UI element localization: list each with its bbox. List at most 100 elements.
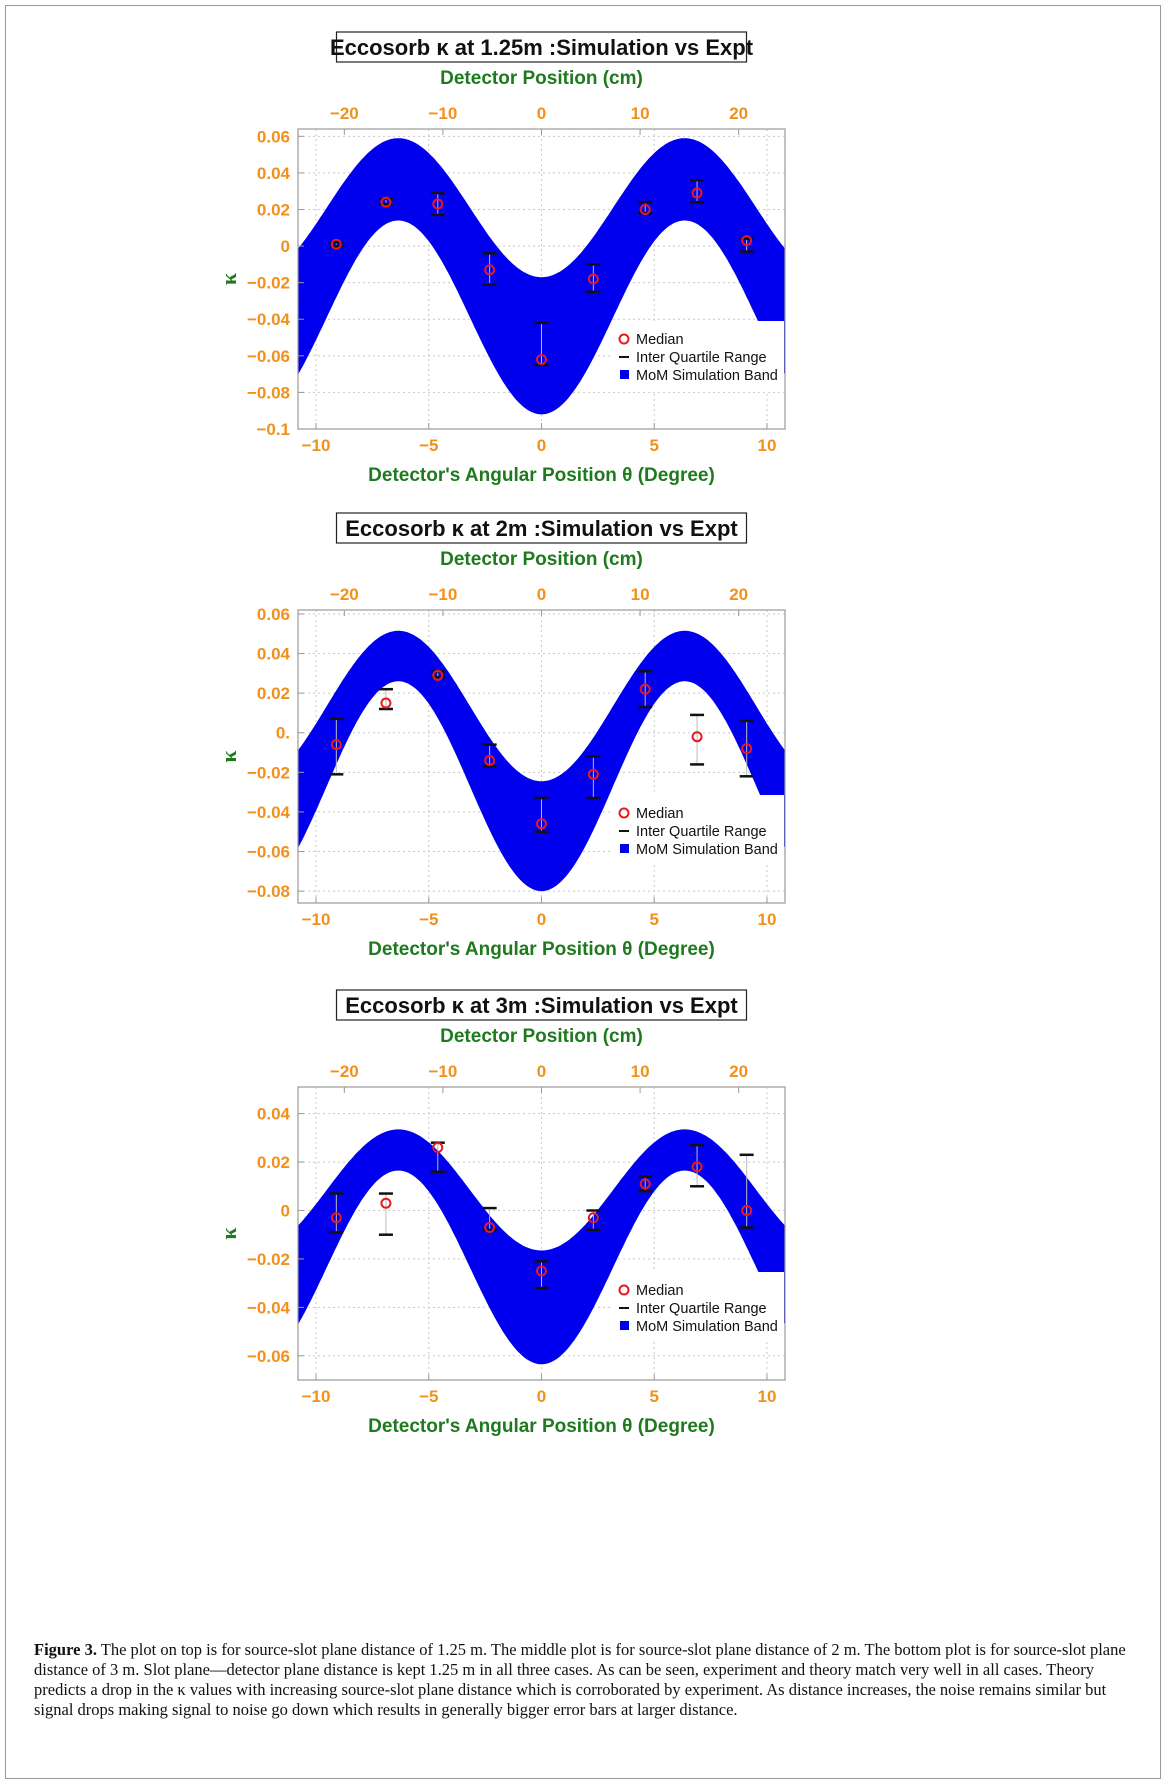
y-tick-label: −0.06 — [247, 1347, 290, 1366]
y-tick-label: 0 — [281, 1201, 290, 1220]
legend-iqr-label: Inter Quartile Range — [636, 824, 767, 840]
median-point — [691, 731, 703, 743]
x-tick-label: −10 — [302, 910, 331, 929]
chart-title-box — [335, 512, 748, 544]
median-point — [691, 1161, 703, 1173]
top-tick-label: 10 — [631, 104, 650, 123]
legend-box — [612, 795, 784, 865]
x-axis-label: Detector's Angular Position θ (Degree) — [368, 939, 715, 960]
x-tick-label: 0 — [537, 1387, 546, 1406]
y-tick-label: −0.02 — [247, 763, 290, 782]
y-axis-label: κ — [216, 272, 241, 285]
x-tick-label: 5 — [649, 1387, 658, 1406]
x-tick-label: 10 — [758, 910, 777, 929]
legend-median-marker — [618, 333, 630, 345]
median-point — [587, 273, 599, 285]
median-point — [484, 1221, 496, 1233]
legend-band-label: MoM Simulation Band — [636, 842, 778, 858]
y-tick-label: −0.02 — [247, 1250, 290, 1269]
legend-iqr-label: Inter Quartile Range — [636, 1301, 767, 1317]
median-point — [587, 1212, 599, 1224]
median-point — [741, 743, 753, 755]
top-tick-label: 0 — [537, 104, 546, 123]
chart-svg: Eccosorb κ at 3m :Simulation vs Expt Dete… — [216, 989, 786, 1437]
legend-median-label: Median — [636, 806, 684, 822]
y-tick-label: −0.04 — [247, 310, 291, 329]
legend-band-marker — [620, 1321, 629, 1330]
median-point — [484, 754, 496, 766]
x-tick-label: −5 — [419, 910, 438, 929]
figure-caption: Figure 3. The plot on top is for source-… — [34, 1640, 1134, 1720]
y-tick-label: −0.08 — [247, 383, 290, 402]
simulation-band — [298, 630, 785, 892]
x-tick-label: 0 — [537, 436, 546, 455]
x-tick-label: −5 — [419, 1387, 438, 1406]
top-tick-label: −20 — [330, 104, 359, 123]
chart-panel-bottom: Eccosorb κ at 3m :Simulation vs Expt Dete… — [0, 982, 1170, 1522]
chart-panel-middle: Eccosorb κ at 2m :Simulation vs Expt Dete… — [0, 505, 1170, 1045]
y-tick-label: 0 — [281, 237, 290, 256]
median-point — [484, 264, 496, 276]
median-point — [380, 196, 392, 208]
y-tick-label: 0.06 — [257, 127, 290, 146]
x-axis-label: Detector's Angular Position θ (Degree) — [368, 1416, 715, 1437]
top-tick-label: −10 — [428, 585, 457, 604]
chart-panel-top: Eccosorb κ at 1.25m :Simulation vs Expt D… — [0, 24, 1170, 564]
top-axis-label: Detector Position (cm) — [440, 549, 643, 570]
x-tick-label: −5 — [419, 436, 438, 455]
chart-svg: Eccosorb κ at 2m :Simulation vs Expt Dete… — [216, 512, 786, 960]
figure-frame — [5, 5, 1161, 1779]
median-point — [536, 1265, 547, 1277]
x-tick-label: 10 — [758, 1387, 777, 1406]
x-tick-label: −10 — [302, 436, 331, 455]
y-axis-label: κ — [216, 1227, 241, 1240]
median-point — [330, 1212, 342, 1224]
y-tick-label: −0.06 — [247, 843, 290, 862]
legend-band-label: MoM Simulation Band — [636, 1319, 778, 1335]
median-point — [536, 353, 547, 365]
y-tick-label: −0.08 — [247, 882, 290, 901]
chart-svg: Eccosorb κ at 1.25m :Simulation vs Expt D… — [216, 31, 786, 486]
simulation-band — [298, 138, 785, 415]
y-axis-label: κ — [216, 750, 241, 763]
legend-band-label: MoM Simulation Band — [636, 368, 778, 384]
y-tick-label: −0.04 — [247, 1298, 291, 1317]
legend-median-marker — [618, 1284, 630, 1296]
median-point — [587, 768, 599, 780]
legend-band-marker — [620, 370, 629, 379]
top-tick-label: 0 — [537, 585, 546, 604]
y-tick-label: −0.02 — [247, 274, 290, 293]
legend-band-marker — [620, 844, 629, 853]
y-tick-label: 0.04 — [257, 645, 291, 664]
y-tick-label: −0.06 — [247, 347, 290, 366]
median-point — [741, 235, 753, 247]
median-point — [330, 238, 342, 250]
median-point — [432, 669, 444, 681]
y-tick-label: −0.04 — [247, 803, 291, 822]
median-point — [639, 683, 651, 695]
x-tick-label: 10 — [758, 436, 777, 455]
median-point — [741, 1204, 753, 1216]
top-tick-label: 20 — [729, 1062, 748, 1081]
median-point — [380, 1197, 392, 1209]
x-axis-label: Detector's Angular Position θ (Degree) — [368, 465, 715, 486]
median-point — [380, 697, 392, 709]
y-tick-label: 0.02 — [257, 200, 290, 219]
top-tick-label: −20 — [330, 1062, 359, 1081]
y-tick-label: 0.02 — [257, 684, 290, 703]
median-point — [639, 1178, 651, 1190]
simulation-band — [298, 1129, 785, 1365]
chart-title-box — [335, 989, 748, 1021]
y-tick-label: 0.04 — [257, 164, 291, 183]
top-axis-label: Detector Position (cm) — [440, 1026, 643, 1047]
top-tick-label: 10 — [631, 585, 650, 604]
y-tick-label: 0.06 — [257, 605, 290, 624]
median-point — [432, 1142, 444, 1154]
legend-median-label: Median — [636, 1283, 684, 1299]
chart-title: Eccosorb κ at 3m :Simulation vs Expt — [345, 993, 738, 1018]
median-point — [691, 187, 703, 199]
y-tick-label: 0.02 — [257, 1153, 290, 1172]
top-tick-label: 20 — [729, 585, 748, 604]
legend-median-label: Median — [636, 332, 684, 348]
x-tick-label: 0 — [537, 910, 546, 929]
